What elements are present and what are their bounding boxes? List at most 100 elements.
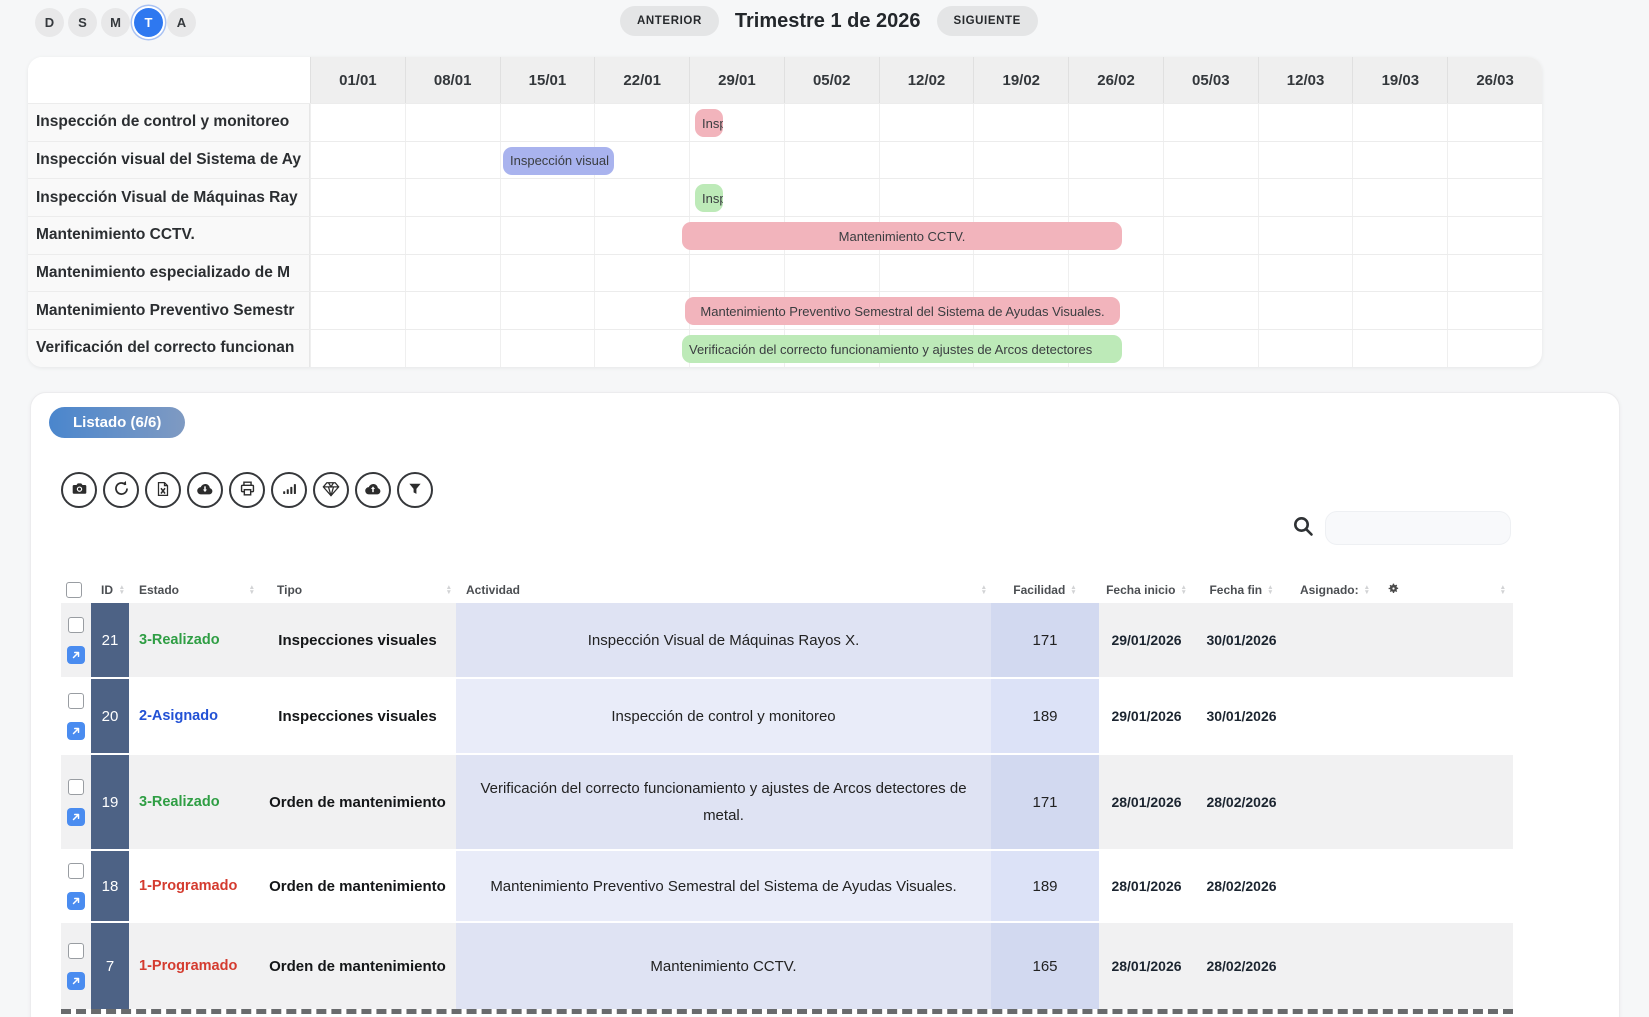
timeline-grid-cell — [1162, 104, 1258, 141]
column-header-fecha-inicio[interactable]: Fecha inicio ▲ ▼ — [1099, 583, 1194, 597]
timeline-grid-cell — [783, 254, 879, 292]
timeline-grid-cell — [594, 104, 689, 141]
row-tipo: Inspecciones visuales — [278, 707, 437, 725]
gantt-bar[interactable]: Mantenimiento CCTV. — [682, 222, 1122, 251]
gantt-bar-label: Verificación del correcto funcionamiento… — [689, 341, 1093, 357]
timeline-grid-cell — [499, 292, 595, 330]
open-row-button[interactable] — [67, 891, 85, 910]
row-facilidad: 165 — [991, 923, 1099, 1009]
gantt-bar[interactable]: Insp — [695, 184, 723, 213]
timeline-row-label: Inspección de control y monitoreo — [36, 113, 290, 131]
select-all-checkbox[interactable] — [66, 582, 82, 598]
row-id-cell: 21 — [91, 603, 129, 677]
table-row: 18 1-Programado Orden de mantenimiento Mant… — [61, 849, 1513, 921]
gantt-bar[interactable]: Insp — [695, 109, 723, 137]
view-toggle-m[interactable]: M — [101, 8, 130, 37]
view-toggle-s[interactable]: S — [68, 8, 97, 37]
column-header-fecha-fin[interactable]: Fecha fin ▲ ▼ — [1194, 583, 1289, 597]
view-toggle-a[interactable]: A — [167, 8, 196, 37]
timeline-grid-cell — [404, 179, 500, 217]
open-row-button[interactable] — [67, 807, 85, 826]
row-estado: 2-Asignado — [139, 708, 218, 724]
gem-icon — [321, 479, 341, 502]
row-extra-cell — [1381, 923, 1513, 1009]
table-row: 20 2-Asignado Inspecciones visuales Inspecc… — [61, 677, 1513, 753]
row-facilidad: 189 — [991, 679, 1099, 753]
timeline-row: Inspección Visual de Máquinas Ray Insp — [28, 178, 1542, 217]
filter-button[interactable] — [397, 472, 433, 508]
column-header-facilidad[interactable]: Facilidad ▲ ▼ — [991, 583, 1099, 597]
table-row: 7 1-Programado Orden de mantenimiento Mante… — [61, 921, 1513, 1009]
previous-period-button[interactable]: ANTERIOR — [620, 6, 719, 36]
timeline-row-label-cell — [28, 330, 310, 367]
column-header-actividad[interactable]: Actividad ▲ ▼ — [456, 583, 991, 597]
open-row-button[interactable] — [67, 971, 85, 990]
next-period-button[interactable]: SIGUIENTE — [936, 6, 1038, 36]
timeline-grid-cell — [1352, 254, 1447, 292]
bar-chart-button[interactable] — [271, 472, 307, 508]
print-button[interactable] — [229, 472, 265, 508]
row-fecha-inicio: 29/01/2026 — [1111, 632, 1182, 648]
timeline-column-header: 26/02 — [1068, 57, 1163, 103]
row-checkbox[interactable] — [68, 616, 84, 633]
gantt-bar[interactable]: Verificación del correcto funcionamiento… — [682, 335, 1122, 364]
excel-export-button[interactable] — [145, 472, 181, 508]
row-checkbox[interactable] — [68, 778, 84, 795]
row-checkbox[interactable] — [68, 942, 84, 959]
gem-button[interactable] — [313, 472, 349, 508]
gear-icon[interactable] — [1387, 582, 1400, 598]
column-header-asignado[interactable]: Asignado: ▲ ▼ — [1289, 583, 1381, 597]
row-fecha-inicio: 28/01/2026 — [1111, 958, 1182, 974]
view-toggle-t[interactable]: T — [134, 8, 163, 37]
search-area — [1291, 511, 1511, 545]
print-icon — [238, 479, 257, 501]
column-header-id[interactable]: ID ▲ ▼ — [91, 583, 129, 597]
timeline-grid-cell — [1162, 330, 1258, 367]
search-icon[interactable] — [1291, 514, 1315, 543]
sync-button[interactable] — [103, 472, 139, 508]
timeline-grid-cell — [1257, 292, 1353, 330]
row-asignado — [1289, 851, 1381, 921]
timeline-row-label: Mantenimiento especializado de M — [36, 264, 291, 282]
open-row-button[interactable] — [67, 721, 85, 740]
row-checkbox[interactable] — [68, 692, 84, 709]
toolbar — [61, 472, 433, 508]
timeline-grid-cell — [499, 330, 595, 367]
timeline-column-header: 12/03 — [1257, 57, 1353, 103]
column-header-tipo[interactable]: Tipo ▲ ▼ — [259, 583, 456, 597]
timeline-grid-cell — [973, 104, 1068, 141]
gantt-bar-label: Insp — [702, 115, 723, 131]
timeline-column-header: 05/03 — [1162, 57, 1258, 103]
cloud-download-icon — [195, 479, 215, 502]
timeline-grid-cell — [1257, 254, 1353, 292]
gantt-bar[interactable]: Mantenimiento Preventivo Semestral del S… — [685, 297, 1120, 326]
timeline-grid-cell — [594, 217, 689, 254]
open-row-button[interactable] — [67, 645, 85, 664]
timeline-row: Mantenimiento CCTV. Mantenimiento CCTV. — [28, 216, 1542, 254]
column-header-estado[interactable]: Estado ▲ ▼ — [129, 583, 259, 597]
row-actividad: Verificación del correcto funcionamiento… — [456, 755, 991, 849]
gantt-bar-label: Inspección visual — [510, 153, 609, 169]
timeline-grid-cell — [404, 104, 500, 141]
row-estado: 3-Realizado — [139, 794, 220, 810]
row-facilidad: 189 — [991, 851, 1099, 921]
cloud-upload-button[interactable] — [355, 472, 391, 508]
column-header-label: Facilidad — [1013, 583, 1066, 597]
row-checkbox[interactable] — [68, 862, 84, 879]
camera-button[interactable] — [61, 472, 97, 508]
timeline-grid-cell — [1257, 141, 1353, 179]
excel-export-icon — [154, 480, 172, 501]
timeline-grid-cell — [594, 179, 689, 217]
table-body: 21 3-Realizado Inspecciones visuales Inspec… — [61, 601, 1513, 1009]
timeline-grid-cell — [1447, 217, 1542, 254]
sort-arrows-icon: ▲ ▼ — [1499, 583, 1506, 596]
camera-icon — [70, 479, 89, 501]
timeline-grid-cell — [594, 254, 689, 292]
timeline-column-header: 15/01 — [499, 57, 595, 103]
gantt-bar[interactable]: Inspección visual — [503, 146, 614, 175]
column-header-settings[interactable]: ▲ ▼ — [1381, 582, 1513, 598]
cloud-download-button[interactable] — [187, 472, 223, 508]
view-toggle-d[interactable]: D — [35, 8, 64, 37]
search-input[interactable] — [1325, 511, 1511, 545]
timeline-grid-cell — [689, 141, 784, 179]
